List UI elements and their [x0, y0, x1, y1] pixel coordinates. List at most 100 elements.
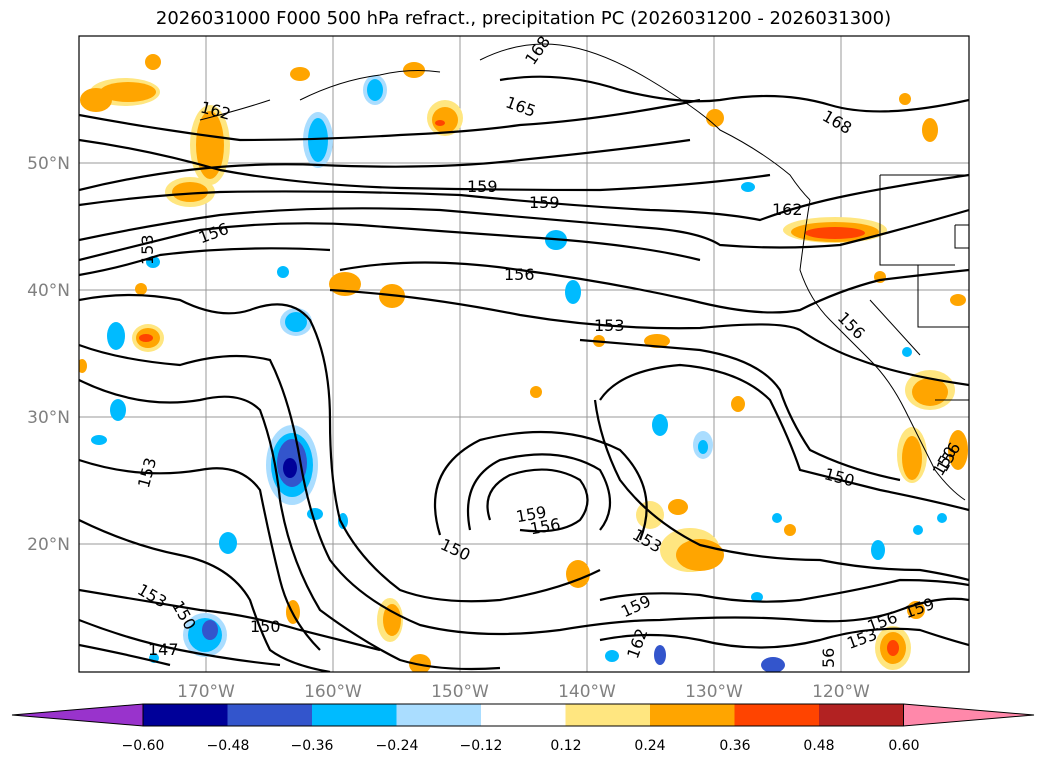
colorbar-tick-label: 0.12 — [550, 738, 581, 754]
precip-blob — [409, 654, 431, 672]
colorbar-segment — [650, 704, 735, 726]
precip-blob — [899, 93, 911, 105]
precip-blob — [772, 513, 782, 523]
colorbar-segment — [481, 704, 566, 726]
contour-label: 150 — [250, 617, 281, 636]
precip-blob — [79, 359, 87, 373]
colorbar-tick-label: 0.36 — [719, 738, 750, 754]
precip-blob — [277, 266, 289, 278]
contour-label: 56 — [819, 648, 838, 668]
lat-label: 50°N — [27, 154, 70, 174]
precip-blob — [196, 111, 224, 179]
precip-blob — [668, 499, 688, 515]
precip-blob — [308, 118, 328, 162]
precip-blob — [110, 399, 126, 421]
lat-labels: 50°N 40°N 30°N 20°N — [27, 154, 70, 555]
precip-blob — [338, 513, 348, 529]
precip-blob — [871, 540, 885, 560]
precip-blob — [741, 182, 755, 192]
contours — [79, 75, 969, 672]
precip-blob — [219, 532, 237, 554]
precip-blob — [290, 67, 310, 81]
lon-labels: 170°W 160°W 150°W 140°W 130°W 120°W — [177, 682, 870, 702]
precip-blob — [565, 280, 581, 304]
colorbar-frame — [142, 703, 904, 727]
contour-label: 159 — [467, 177, 498, 196]
precip-blob — [644, 334, 670, 348]
colorbar-tick-label: −0.12 — [460, 738, 503, 754]
colorbar — [11, 703, 1035, 727]
precip-blob — [937, 513, 947, 523]
contour-label: 147 — [148, 640, 179, 659]
colorbar-tick-label: −0.36 — [291, 738, 334, 754]
colorbar-segment — [312, 704, 397, 726]
lat-label: 20°N — [27, 535, 70, 555]
lon-label: 120°W — [812, 682, 870, 702]
colorbar-extend-low — [11, 703, 144, 727]
precip-blob — [285, 312, 307, 332]
precip-blob — [698, 440, 708, 454]
precip-blob — [135, 283, 147, 295]
precip-blob — [761, 657, 785, 672]
lon-label: 130°W — [685, 682, 743, 702]
precip-blob — [913, 525, 923, 535]
colorbar-segment — [227, 704, 312, 726]
colorbar-tick-label: −0.48 — [207, 738, 250, 754]
precip-blob — [435, 120, 445, 126]
precip-blob — [107, 322, 125, 350]
precip-blob — [784, 524, 796, 536]
precip-blob — [902, 436, 922, 480]
colorbar-ticks: −0.60 −0.48 −0.36 −0.24 −0.12 0.12 0.24 … — [122, 738, 920, 754]
precip-blob — [307, 508, 323, 520]
colorbar-segment — [396, 704, 481, 726]
contour-label: 156 — [504, 265, 535, 284]
colorbar-tick-label: 0.60 — [888, 738, 919, 754]
colorbar-segment — [143, 704, 228, 726]
precip-blob — [706, 109, 724, 127]
precip-blob — [100, 82, 156, 102]
precip-blob — [636, 501, 664, 529]
lat-label: 40°N — [27, 281, 70, 301]
lon-label: 170°W — [177, 682, 235, 702]
precip-blob — [887, 640, 899, 656]
precip-blob — [202, 620, 218, 640]
precip-blob — [80, 88, 112, 112]
precip-blob — [605, 650, 619, 662]
precip-blob — [751, 592, 763, 602]
contour-label: 159 — [529, 193, 560, 212]
contour-label: 153 — [138, 234, 157, 265]
lon-label: 140°W — [558, 682, 616, 702]
precip-shading — [79, 54, 968, 672]
map-frame — [78, 35, 970, 673]
colorbar-segment — [565, 704, 650, 726]
precip-blob — [145, 54, 161, 70]
precip-blob — [948, 430, 968, 470]
colorbar-segment — [819, 704, 904, 726]
colorbar-segment — [734, 704, 819, 726]
precip-blob — [172, 182, 208, 202]
precip-blob — [912, 378, 948, 406]
precip-blob — [654, 645, 666, 665]
precip-blob — [283, 458, 297, 478]
map-title: 2026031000 F000 500 hPa refract., precip… — [155, 8, 892, 29]
precip-blob — [805, 227, 865, 239]
colorbar-tick-label: 0.48 — [803, 738, 834, 754]
colorbar-tick-label: −0.24 — [376, 738, 419, 754]
contour-label: 153 — [594, 316, 625, 335]
lon-label: 150°W — [431, 682, 489, 702]
lat-label: 30°N — [27, 408, 70, 428]
precip-blob — [731, 396, 745, 412]
colorbar-tick-label: −0.60 — [122, 738, 165, 754]
precip-blob — [403, 62, 425, 78]
precip-blob — [530, 386, 542, 398]
precip-blob — [383, 604, 401, 636]
precip-blob — [950, 294, 966, 306]
colorbar-tick-label: 0.24 — [634, 738, 665, 754]
precip-blob — [91, 435, 107, 445]
contour-label: 162 — [772, 200, 803, 219]
precip-blob — [652, 414, 668, 436]
precip-blob — [139, 334, 153, 342]
precip-blob — [432, 107, 458, 133]
precip-blob — [367, 79, 383, 101]
